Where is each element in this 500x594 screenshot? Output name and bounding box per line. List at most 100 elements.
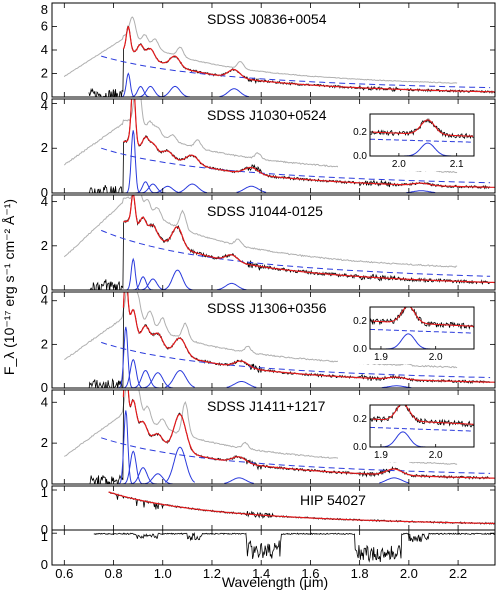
panel-4: 0 2 4 SDSS J1306+0356 1.9 2.0 0.0 0.2 bbox=[41, 291, 496, 395]
y-tick-label: 8 bbox=[41, 2, 48, 17]
inset-x-tick-label: 1.9 bbox=[374, 352, 388, 363]
series-template bbox=[63, 195, 458, 268]
emission-line-component bbox=[165, 369, 195, 388]
inset-panel: 1.9 2.0 0.0 0.2 bbox=[338, 304, 482, 364]
x-axis: 0.6 0.8 1.0 1.2 1.4 1.6 1.8 2.0 2.2 bbox=[55, 566, 467, 581]
emission-line-component bbox=[130, 369, 160, 388]
y-tick-label: 2 bbox=[41, 66, 48, 81]
inset-frame bbox=[369, 113, 475, 157]
panel-frame bbox=[51, 291, 496, 389]
inset-model bbox=[370, 405, 474, 425]
x-tick-label: 1.0 bbox=[154, 566, 172, 581]
y-tick-label: 0 bbox=[41, 522, 48, 537]
emission-line-component bbox=[381, 385, 412, 388]
emission-line-component bbox=[226, 381, 257, 388]
inset-model bbox=[370, 307, 474, 327]
y-tick-label: 0 bbox=[41, 185, 48, 200]
panel-2: 0 2 4 SDSS J1030+0524 2.0 2.1 0.0 0.2 bbox=[41, 98, 496, 200]
x-tick-label: 1.6 bbox=[301, 566, 319, 581]
y-tick-label: 4 bbox=[41, 194, 48, 209]
y-tick-label: 1 bbox=[41, 485, 48, 500]
panel-object-name: SDSS J0836+0054 bbox=[207, 11, 327, 27]
inset-continuum-dashed bbox=[370, 426, 474, 432]
emission-line-component bbox=[152, 185, 183, 193]
panel-data bbox=[63, 195, 495, 290]
inset-frame bbox=[369, 404, 475, 448]
panels-group: 0 2 4 6 8 SDSS J0836+0054 0 2 4 SDSS J1030+0524 2.… bbox=[41, 2, 496, 572]
y-tick-label: 0 bbox=[41, 282, 48, 297]
series-template bbox=[63, 16, 458, 84]
panel-object-name: SDSS J1411+1217 bbox=[207, 398, 326, 414]
emission-line-component bbox=[111, 326, 140, 388]
y-axis-label: F_λ (10⁻¹⁷ erg s⁻¹ cm⁻² Å⁻¹) bbox=[1, 199, 17, 375]
inset-y-tick-label: 0.0 bbox=[353, 344, 367, 355]
series-model bbox=[123, 195, 495, 284]
x-axis-label: Wavelength (μm) bbox=[222, 574, 328, 590]
y-tick-label: 6 bbox=[41, 19, 48, 34]
panel-object-name: SDSS J1030+0524 bbox=[207, 107, 327, 123]
y-tick-label: 0 bbox=[41, 476, 48, 491]
emission-line-component bbox=[111, 410, 140, 484]
emission-line-component bbox=[219, 88, 249, 97]
panel-3: 0 2 4 SDSS J1044-0125 bbox=[41, 194, 496, 297]
series-template bbox=[64, 292, 458, 369]
emission-line-component bbox=[160, 85, 190, 97]
y-tick-label: 4 bbox=[41, 42, 48, 57]
panel-data bbox=[108, 491, 495, 525]
series-atm-transmission bbox=[93, 532, 495, 563]
panel-frame bbox=[51, 98, 496, 194]
panel-frame bbox=[51, 529, 496, 566]
emission-line-component bbox=[125, 85, 155, 97]
emission-line-component bbox=[164, 446, 196, 483]
emission-line-component bbox=[216, 282, 247, 290]
y-tick-label: 4 bbox=[41, 98, 48, 113]
emission-line-component bbox=[128, 467, 158, 484]
y-tick-label: 4 bbox=[41, 293, 48, 308]
panel-frame bbox=[51, 389, 496, 485]
x-tick-label: 0.6 bbox=[55, 566, 73, 581]
panel-object-name: SDSS J1306+0356 bbox=[207, 300, 327, 316]
y-tick-label: 0 bbox=[41, 557, 48, 572]
x-tick-label: 1.2 bbox=[203, 566, 221, 581]
series-model bbox=[122, 25, 495, 93]
inset-model bbox=[370, 119, 474, 137]
inset-background bbox=[338, 111, 482, 171]
emission-line-component bbox=[224, 477, 254, 484]
y-tick-label: 0 bbox=[41, 89, 48, 104]
panel-data bbox=[63, 16, 495, 97]
emission-line-component bbox=[379, 477, 410, 484]
emission-line-component bbox=[138, 278, 168, 290]
emission-line-component bbox=[236, 185, 267, 193]
panel-data bbox=[93, 532, 495, 563]
x-tick-label: 2.0 bbox=[400, 566, 418, 581]
inset-frame bbox=[369, 306, 475, 350]
inset-continuum-dashed bbox=[370, 328, 474, 334]
panel-object-name: HIP 54027 bbox=[300, 492, 366, 508]
inset-y-tick-label: 0.2 bbox=[353, 127, 367, 138]
x-tick-label: 1.8 bbox=[351, 566, 369, 581]
inset-y-tick-label: 0.2 bbox=[353, 316, 367, 327]
y-tick-label: 2 bbox=[41, 435, 48, 450]
inset-x-tick-label: 1.9 bbox=[374, 450, 388, 461]
inset-panel: 1.9 2.0 0.0 0.2 bbox=[338, 402, 482, 462]
inset-y-tick-label: 0.2 bbox=[353, 414, 367, 425]
inset-x-tick-label: 2.0 bbox=[429, 352, 443, 363]
panel-7: 01 bbox=[41, 529, 496, 572]
inset-data bbox=[370, 117, 474, 156]
inset-continuum-dashed bbox=[370, 138, 474, 143]
y-tick-label: 2 bbox=[41, 336, 48, 351]
emission-line-component bbox=[406, 190, 436, 193]
emission-line-component bbox=[113, 72, 143, 97]
panel-5: 0 2 4 SDSS J1411+1217 1.9 2.0 0.0 0.2 bbox=[41, 389, 496, 491]
emission-line-component bbox=[135, 85, 166, 97]
emission-line-component bbox=[162, 269, 193, 290]
y-tick-label: 4 bbox=[41, 394, 48, 409]
emission-line-component bbox=[143, 473, 173, 484]
series-observed bbox=[88, 25, 495, 97]
panel-frame bbox=[51, 194, 496, 291]
panel-frame bbox=[51, 485, 496, 531]
inset-line-component bbox=[370, 142, 474, 156]
panel-6: 0 1 HIP 54027 bbox=[41, 485, 496, 537]
x-tick-label: 1.4 bbox=[252, 566, 270, 581]
